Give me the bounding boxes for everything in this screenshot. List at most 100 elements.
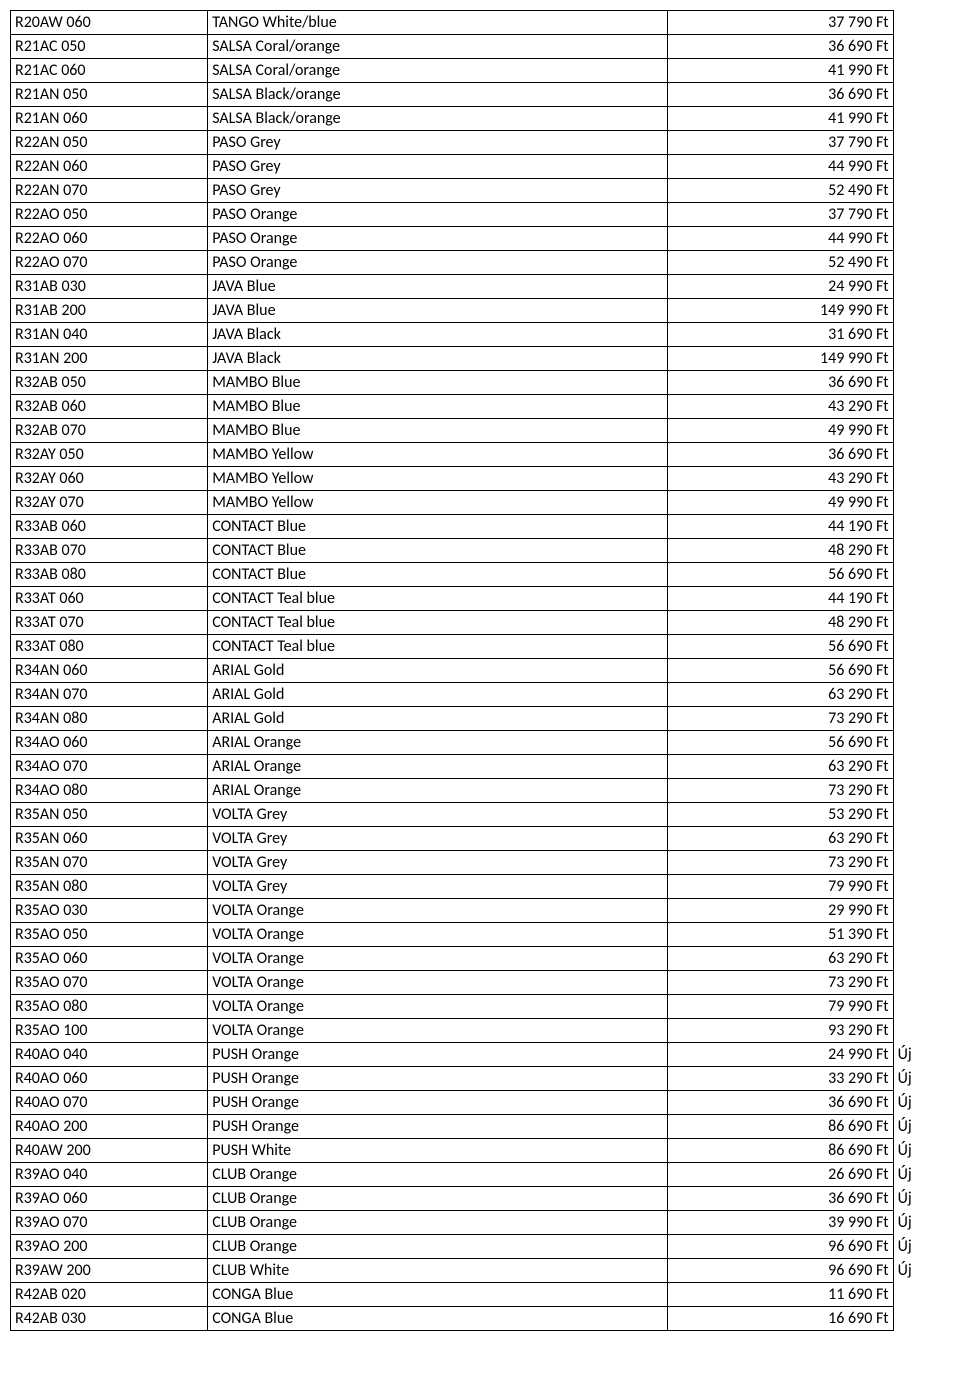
product-note-cell: [893, 923, 949, 947]
product-code-cell: R39AO 200: [11, 1235, 208, 1259]
product-note-cell: [893, 779, 949, 803]
table-row: R40AO 200PUSH Orange86 690 FtÚj: [11, 1115, 950, 1139]
product-note-cell: Új: [893, 1163, 949, 1187]
product-code-cell: R40AO 200: [11, 1115, 208, 1139]
product-name-cell: MAMBO Blue: [208, 371, 668, 395]
table-row: R35AN 050VOLTA Grey53 290 Ft: [11, 803, 950, 827]
product-note-cell: [893, 707, 949, 731]
product-name-cell: CONTACT Teal blue: [208, 611, 668, 635]
product-code-cell: R32AB 060: [11, 395, 208, 419]
product-code-cell: R39AO 040: [11, 1163, 208, 1187]
product-name-cell: PUSH Orange: [208, 1043, 668, 1067]
product-note-cell: [893, 755, 949, 779]
product-code-cell: R35AO 060: [11, 947, 208, 971]
product-name-cell: TANGO White/blue: [208, 11, 668, 35]
product-price-cell: 41 990 Ft: [668, 59, 893, 83]
table-row: R21AC 050SALSA Coral/orange36 690 Ft: [11, 35, 950, 59]
table-row: R32AY 070MAMBO Yellow49 990 Ft: [11, 491, 950, 515]
product-price-cell: 93 290 Ft: [668, 1019, 893, 1043]
table-row: R20AW 060TANGO White/blue37 790 Ft: [11, 11, 950, 35]
product-price-cell: 26 690 Ft: [668, 1163, 893, 1187]
product-price-cell: 73 290 Ft: [668, 707, 893, 731]
table-row: R34AN 060ARIAL Gold56 690 Ft: [11, 659, 950, 683]
product-note-cell: [893, 443, 949, 467]
product-note-cell: [893, 611, 949, 635]
product-note-cell: [893, 827, 949, 851]
product-note-cell: [893, 875, 949, 899]
product-price-cell: 36 690 Ft: [668, 1187, 893, 1211]
product-price-cell: 24 990 Ft: [668, 1043, 893, 1067]
product-name-cell: SALSA Coral/orange: [208, 35, 668, 59]
product-name-cell: PASO Orange: [208, 227, 668, 251]
product-price-cell: 44 190 Ft: [668, 515, 893, 539]
product-note-cell: Új: [893, 1139, 949, 1163]
table-row: R22AN 060PASO Grey44 990 Ft: [11, 155, 950, 179]
table-row: R21AN 060SALSA Black/orange41 990 Ft: [11, 107, 950, 131]
product-code-cell: R31AB 030: [11, 275, 208, 299]
product-code-cell: R33AT 080: [11, 635, 208, 659]
product-price-cell: 31 690 Ft: [668, 323, 893, 347]
table-row: R33AB 080CONTACT Blue56 690 Ft: [11, 563, 950, 587]
product-name-cell: PUSH Orange: [208, 1091, 668, 1115]
product-price-cell: 44 990 Ft: [668, 227, 893, 251]
product-name-cell: CLUB Orange: [208, 1163, 668, 1187]
product-note-cell: [893, 1283, 949, 1307]
product-name-cell: ARIAL Gold: [208, 659, 668, 683]
product-code-cell: R22AO 050: [11, 203, 208, 227]
product-price-cell: 86 690 Ft: [668, 1139, 893, 1163]
product-note-cell: [893, 515, 949, 539]
product-note-cell: [893, 107, 949, 131]
product-name-cell: VOLTA Orange: [208, 971, 668, 995]
product-name-cell: VOLTA Grey: [208, 851, 668, 875]
product-note-cell: [893, 683, 949, 707]
product-note-cell: [893, 995, 949, 1019]
table-row: R40AO 060PUSH Orange33 290 FtÚj: [11, 1067, 950, 1091]
product-note-cell: Új: [893, 1091, 949, 1115]
product-code-cell: R33AB 070: [11, 539, 208, 563]
table-row: R35AO 080VOLTA Orange79 990 Ft: [11, 995, 950, 1019]
product-price-cell: 11 690 Ft: [668, 1283, 893, 1307]
product-price-cell: 44 190 Ft: [668, 587, 893, 611]
product-note-cell: [893, 467, 949, 491]
product-name-cell: PASO Orange: [208, 203, 668, 227]
product-price-table: R20AW 060TANGO White/blue37 790 FtR21AC …: [10, 10, 950, 1331]
product-code-cell: R21AC 050: [11, 35, 208, 59]
table-row: R35AN 070VOLTA Grey73 290 Ft: [11, 851, 950, 875]
product-price-cell: 53 290 Ft: [668, 803, 893, 827]
product-price-cell: 43 290 Ft: [668, 395, 893, 419]
product-price-cell: 73 290 Ft: [668, 851, 893, 875]
product-code-cell: R31AN 200: [11, 347, 208, 371]
table-row: R33AT 080CONTACT Teal blue56 690 Ft: [11, 635, 950, 659]
product-note-cell: [893, 1019, 949, 1043]
product-price-cell: 37 790 Ft: [668, 11, 893, 35]
product-note-cell: [893, 803, 949, 827]
table-row: R35AN 060VOLTA Grey63 290 Ft: [11, 827, 950, 851]
product-name-cell: ARIAL Orange: [208, 779, 668, 803]
table-row: R39AO 060CLUB Orange36 690 FtÚj: [11, 1187, 950, 1211]
product-name-cell: JAVA Blue: [208, 299, 668, 323]
product-code-cell: R21AN 060: [11, 107, 208, 131]
product-note-cell: Új: [893, 1115, 949, 1139]
product-price-cell: 96 690 Ft: [668, 1235, 893, 1259]
product-code-cell: R40AO 040: [11, 1043, 208, 1067]
product-name-cell: VOLTA Orange: [208, 947, 668, 971]
product-price-cell: 24 990 Ft: [668, 275, 893, 299]
product-code-cell: R39AO 070: [11, 1211, 208, 1235]
table-row: R32AY 050MAMBO Yellow36 690 Ft: [11, 443, 950, 467]
product-name-cell: VOLTA Grey: [208, 875, 668, 899]
product-note-cell: [893, 1307, 949, 1331]
product-price-cell: 29 990 Ft: [668, 899, 893, 923]
product-code-cell: R35AO 050: [11, 923, 208, 947]
product-note-cell: [893, 155, 949, 179]
product-name-cell: PASO Grey: [208, 155, 668, 179]
product-price-cell: 49 990 Ft: [668, 419, 893, 443]
product-name-cell: MAMBO Yellow: [208, 467, 668, 491]
product-price-cell: 86 690 Ft: [668, 1115, 893, 1139]
table-row: R35AO 030VOLTA Orange29 990 Ft: [11, 899, 950, 923]
table-row: R34AO 070ARIAL Orange63 290 Ft: [11, 755, 950, 779]
table-row: R22AO 070PASO Orange52 490 Ft: [11, 251, 950, 275]
product-price-cell: 36 690 Ft: [668, 371, 893, 395]
product-name-cell: CONTACT Teal blue: [208, 587, 668, 611]
table-row: R40AO 070PUSH Orange36 690 FtÚj: [11, 1091, 950, 1115]
table-row: R39AO 070CLUB Orange39 990 FtÚj: [11, 1211, 950, 1235]
